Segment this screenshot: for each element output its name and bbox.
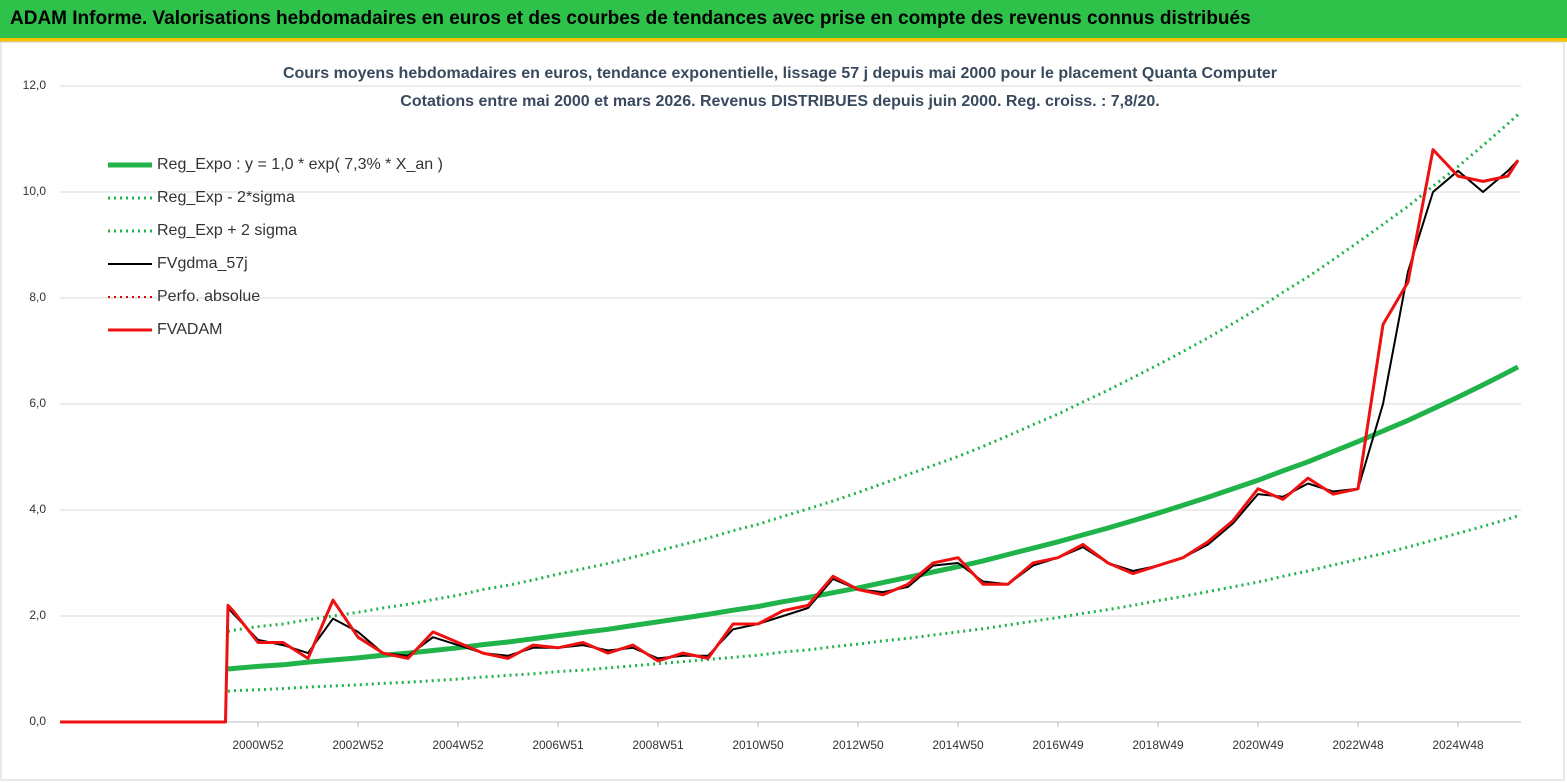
y-tick-label: 12,0 — [23, 78, 47, 92]
x-tick-label: 2002W52 — [332, 738, 384, 752]
legend-label: Perfo. absolue — [157, 288, 260, 305]
banner-edge — [0, 38, 1567, 42]
y-tick-label: 10,0 — [23, 184, 47, 198]
x-tick-label: 2020W49 — [1232, 738, 1284, 752]
x-tick-label: 2014W50 — [932, 738, 984, 752]
legend-label: FVgdma_57j — [157, 255, 248, 272]
series-line — [227, 514, 1519, 693]
x-tick-label: 2024W48 — [1432, 738, 1484, 752]
series-line — [60, 148, 1520, 724]
y-tick-label: 6,0 — [29, 396, 46, 410]
y-tick-label: 0,0 — [29, 714, 46, 728]
y-tick-label: 8,0 — [29, 290, 46, 304]
chart-title: Cours moyens hebdomadaires en euros, ten… — [283, 65, 1277, 82]
x-tick-label: 2006W51 — [532, 738, 584, 752]
x-tick-label: 2008W51 — [632, 738, 684, 752]
series-line — [227, 364, 1520, 672]
x-tick-label: 2000W52 — [232, 738, 284, 752]
x-tick-label: 2010W50 — [732, 738, 784, 752]
legend-label: FVADAM — [157, 321, 222, 338]
y-tick-label: 2,0 — [29, 608, 46, 622]
banner-title: ADAM Informe. Valorisations hebdomadaire… — [10, 8, 1251, 29]
x-tick-label: 2018W49 — [1132, 738, 1184, 752]
x-tick-label: 2012W50 — [832, 738, 884, 752]
legend-label: Reg_Expo : y = 1,0 * exp( 7,3% * X_an ) — [157, 156, 443, 173]
legend-label: Reg_Exp + 2 sigma — [157, 222, 297, 239]
chart-frame — [0, 41, 1565, 781]
chart-subtitle: Cotations entre mai 2000 et mars 2026. R… — [400, 93, 1159, 110]
legend-label: Reg_Exp - 2*sigma — [157, 189, 295, 206]
x-tick-label: 2022W48 — [1332, 738, 1384, 752]
banner — [0, 0, 1567, 38]
x-tick-label: 2004W52 — [432, 738, 484, 752]
x-tick-label: 2016W49 — [1032, 738, 1084, 752]
y-tick-label: 4,0 — [29, 502, 46, 516]
